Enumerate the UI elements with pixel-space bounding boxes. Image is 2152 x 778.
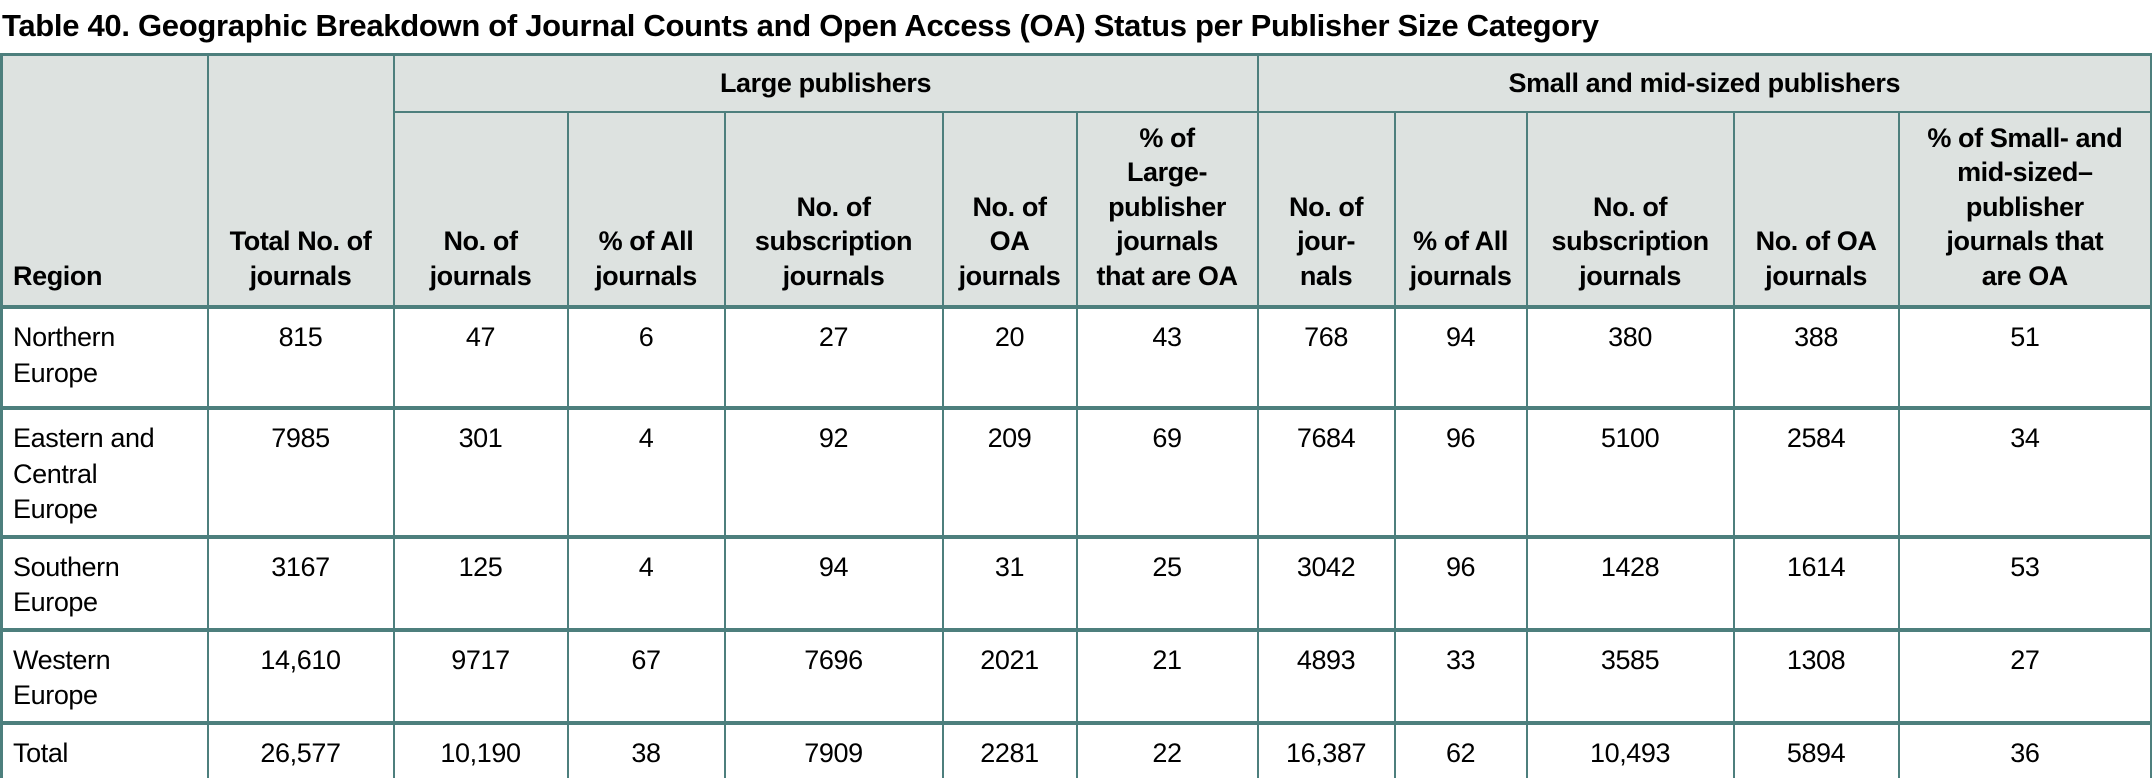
value-cell: 31 bbox=[941, 534, 1078, 631]
value-cell: 5894 bbox=[1732, 721, 1900, 778]
col-header-large-no-journals: No. of journals bbox=[392, 110, 569, 309]
col-header-large-pct-oa: % of Large- publisher journals that are … bbox=[1075, 110, 1259, 309]
value-cell: 4 bbox=[566, 406, 726, 538]
value-cell: 16,387 bbox=[1256, 721, 1396, 778]
value-cell: 209 bbox=[941, 406, 1078, 538]
table-body: Northern Europe 815 47 6 27 20 43 768 94… bbox=[0, 305, 2152, 778]
value-cell: 43 bbox=[1075, 305, 1259, 410]
value-cell: 27 bbox=[1897, 627, 2152, 725]
value-cell: 4 bbox=[566, 534, 726, 631]
region-cell: Eastern and Central Europe bbox=[0, 406, 209, 538]
value-cell: 7684 bbox=[1256, 406, 1396, 538]
value-cell: 9717 bbox=[392, 627, 569, 725]
col-header-small-pct-all-journals: % of All journals bbox=[1393, 110, 1528, 309]
value-cell: 125 bbox=[392, 534, 569, 631]
table-row-total: Total 26,577 10,190 38 7909 2281 22 16,3… bbox=[0, 721, 2152, 778]
table-row-southern-europe: Southern Europe 3167 125 4 94 31 25 3042… bbox=[0, 534, 2152, 631]
value-cell: 1428 bbox=[1525, 534, 1735, 631]
col-header-region: Region bbox=[0, 53, 209, 309]
value-cell: 94 bbox=[1393, 305, 1528, 410]
value-cell: 1614 bbox=[1732, 534, 1900, 631]
col-header-total-journals: Total No. of journals bbox=[206, 53, 395, 309]
value-cell: 20 bbox=[941, 305, 1078, 410]
group-header-small-mid-publishers: Small and mid-sized publishers bbox=[1256, 53, 2152, 113]
table-row-western-europe: Western Europe 14,610 9717 67 7696 2021 … bbox=[0, 627, 2152, 725]
table-row-eastern-central-europe: Eastern and Central Europe 7985 301 4 92… bbox=[0, 406, 2152, 538]
region-cell: Southern Europe bbox=[0, 534, 209, 631]
col-header-small-oa-journals: No. of OA journals bbox=[1732, 110, 1900, 309]
value-cell: 94 bbox=[723, 534, 944, 631]
value-cell: 22 bbox=[1075, 721, 1259, 778]
table-header: Region Total No. of journals Large publi… bbox=[0, 53, 2152, 309]
value-cell: 34 bbox=[1897, 406, 2152, 538]
col-header-large-pct-all-journals: % of All journals bbox=[566, 110, 726, 309]
col-header-small-subscription-journals: No. of subscription journals bbox=[1525, 110, 1735, 309]
value-cell: 27 bbox=[723, 305, 944, 410]
value-cell: 96 bbox=[1393, 406, 1528, 538]
value-cell: 53 bbox=[1897, 534, 2152, 631]
value-cell: 33 bbox=[1393, 627, 1528, 725]
value-cell: 5100 bbox=[1525, 406, 1735, 538]
value-cell: 10,190 bbox=[392, 721, 569, 778]
group-header-row: Region Total No. of journals Large publi… bbox=[0, 53, 2152, 309]
value-cell: 96 bbox=[1393, 534, 1528, 631]
value-cell: 1308 bbox=[1732, 627, 1900, 725]
value-cell: 10,493 bbox=[1525, 721, 1735, 778]
col-header-large-oa-journals: No. of OA journals bbox=[941, 110, 1078, 309]
col-header-small-pct-oa: % of Small- and mid-sized– publisher jou… bbox=[1897, 110, 2152, 309]
region-cell: Western Europe bbox=[0, 627, 209, 725]
column-header-row: No. of journals % of All journals No. of… bbox=[2, 110, 2152, 309]
value-cell: 67 bbox=[566, 627, 726, 725]
value-cell: 25 bbox=[1075, 534, 1259, 631]
value-cell: 7696 bbox=[723, 627, 944, 725]
value-cell: 26,577 bbox=[206, 721, 395, 778]
value-cell: 3042 bbox=[1256, 534, 1396, 631]
value-cell: 3585 bbox=[1525, 627, 1735, 725]
value-cell: 6 bbox=[566, 305, 726, 410]
value-cell: 815 bbox=[206, 305, 395, 410]
value-cell: 21 bbox=[1075, 627, 1259, 725]
table-row-northern-europe: Northern Europe 815 47 6 27 20 43 768 94… bbox=[0, 305, 2152, 410]
group-header-large-publishers: Large publishers bbox=[392, 53, 1259, 113]
value-cell: 768 bbox=[1256, 305, 1396, 410]
value-cell: 7909 bbox=[723, 721, 944, 778]
value-cell: 69 bbox=[1075, 406, 1259, 538]
value-cell: 3167 bbox=[206, 534, 395, 631]
value-cell: 47 bbox=[392, 305, 569, 410]
value-cell: 2281 bbox=[941, 721, 1078, 778]
value-cell: 62 bbox=[1393, 721, 1528, 778]
value-cell: 38 bbox=[566, 721, 726, 778]
value-cell: 36 bbox=[1897, 721, 2152, 778]
value-cell: 380 bbox=[1525, 305, 1735, 410]
region-cell: Total bbox=[0, 721, 209, 778]
value-cell: 301 bbox=[392, 406, 569, 538]
table-title: Table 40. Geographic Breakdown of Journa… bbox=[2, 8, 1599, 43]
region-cell: Northern Europe bbox=[0, 305, 209, 410]
value-cell: 2021 bbox=[941, 627, 1078, 725]
col-header-small-no-journals: No. of jour- nals bbox=[1256, 110, 1396, 309]
value-cell: 7985 bbox=[206, 406, 395, 538]
value-cell: 92 bbox=[723, 406, 944, 538]
value-cell: 4893 bbox=[1256, 627, 1396, 725]
col-header-large-subscription-journals: No. of subscription journals bbox=[723, 110, 944, 309]
value-cell: 2584 bbox=[1732, 406, 1900, 538]
value-cell: 388 bbox=[1732, 305, 1900, 410]
value-cell: 51 bbox=[1897, 305, 2152, 410]
journal-counts-table: Region Total No. of journals Large publi… bbox=[0, 53, 2152, 778]
value-cell: 14,610 bbox=[206, 627, 395, 725]
